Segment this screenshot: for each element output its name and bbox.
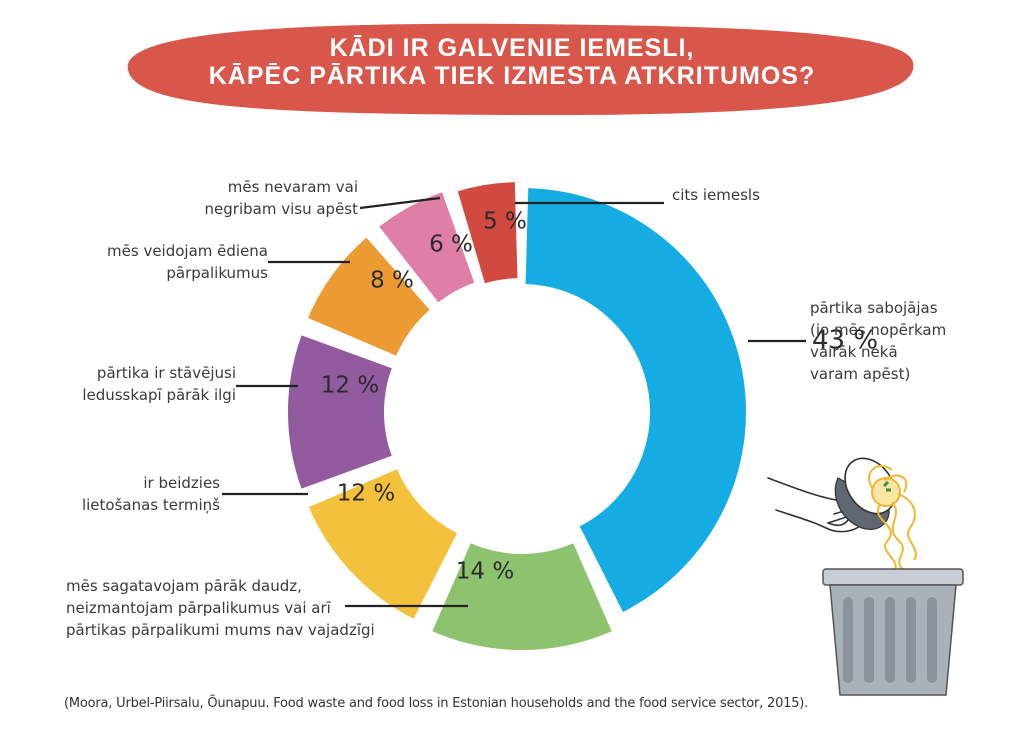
label-line: pārpalikumus <box>166 264 268 282</box>
label-line: mēs sagatavojam pārāk daudz, <box>66 577 302 595</box>
slice-fridge <box>288 335 392 489</box>
label-spoils: pārtika sabojājas (jo mēs nopērkam vairāk … <box>810 297 946 385</box>
slice-too-much <box>432 543 612 650</box>
slice-expired <box>308 469 457 619</box>
herb-icon <box>882 480 891 492</box>
label-line: neizmantojam pārpalikumus vai arī <box>66 599 331 617</box>
slice-cannot-eat <box>379 192 475 303</box>
title-banner <box>127 23 914 116</box>
label-line: pārtika ir stāvējusi <box>96 364 236 382</box>
label-line: varam apēst) <box>810 365 911 383</box>
title-line-1: KĀDI IR GALVENIE IEMESLI, <box>329 34 695 62</box>
trash-can-icon <box>822 568 964 696</box>
label-line: cits iemesls <box>672 186 760 204</box>
slice-value-expired: 12 % <box>337 481 395 507</box>
slice-leftovers <box>308 237 430 356</box>
spaghetti-icon <box>868 465 917 576</box>
source-citation: (Moora, Urbel-Piirsalu, Õunapuu. Food wa… <box>64 696 809 711</box>
label-cannot-eat: mēs nevaram vai negribam visu apēst <box>150 176 358 220</box>
label-line: pārtikas pārpalikumi mums nav vajadzīgi <box>66 621 375 639</box>
label-fridge: pārtika ir stāvējusi ledusskapī pārāk ilg… <box>40 362 236 406</box>
label-line: vairāk nekā <box>810 343 898 361</box>
slice-value-other: 5 % <box>483 209 527 235</box>
slice-other <box>457 182 518 284</box>
label-too-much: mēs sagatavojam pārāk daudz, neizmantojam… <box>66 575 375 641</box>
label-line: ir beidzies <box>143 474 220 492</box>
label-expired: ir beidzies lietošanas termiņš <box>60 472 220 516</box>
leader-line-cannot-eat <box>359 196 441 210</box>
slice-value-spoils: 43 % <box>812 326 878 356</box>
label-line: lietošanas termiņš <box>81 496 220 514</box>
slice-value-fridge: 12 % <box>321 373 379 399</box>
slice-value-too-much: 14 % <box>456 559 514 585</box>
label-other: cits iemesls <box>672 184 760 206</box>
banner-shape <box>127 23 914 116</box>
label-line: negribam visu apēst <box>204 200 358 218</box>
slice-value-cannot-eat: 6 % <box>429 232 473 258</box>
slice-spoils <box>525 188 746 612</box>
label-leftovers: mēs veidojam ēdiena pārpalikumus <box>60 240 268 284</box>
label-line: mēs veidojam ēdiena <box>107 242 268 260</box>
label-line: ledusskapī pārāk ilgi <box>82 386 236 404</box>
label-line: (jo mēs nopērkam <box>810 321 947 339</box>
label-line: pārtika sabojājas <box>810 299 938 317</box>
slice-value-leftovers: 8 % <box>370 268 414 294</box>
label-line: mēs nevaram vai <box>227 178 358 196</box>
title-line-2: KĀPĒC PĀRTIKA TIEK IZMESTA ATKRITUMOS? <box>208 62 816 90</box>
